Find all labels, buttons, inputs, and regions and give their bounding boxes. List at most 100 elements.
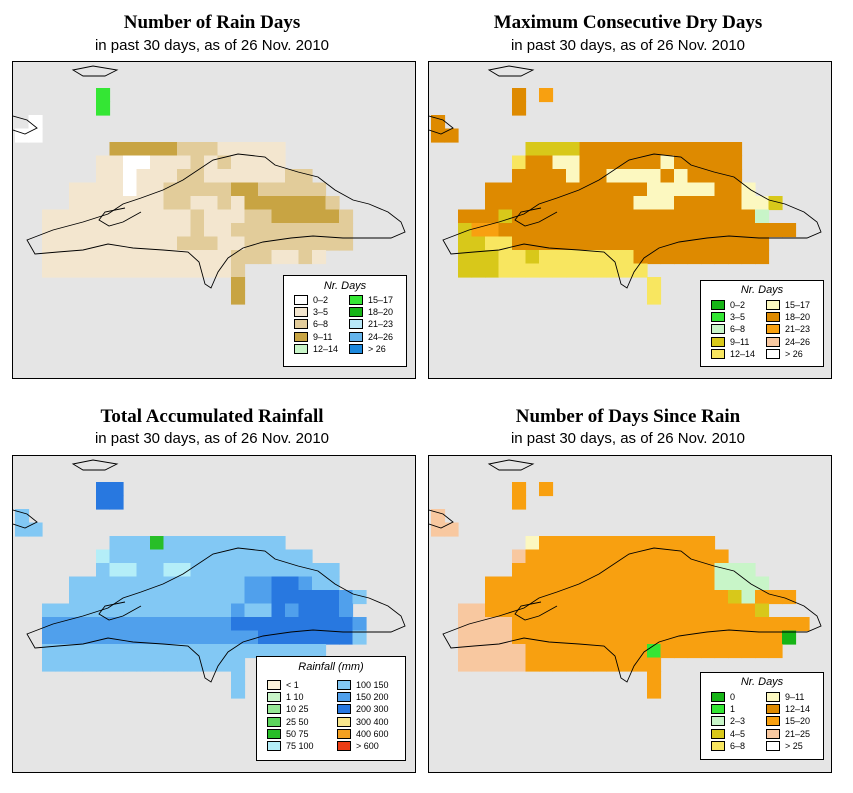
legend-label: 24–26 [368,331,394,342]
grid-cell [298,563,313,578]
grid-cell [633,576,648,591]
grid-cell [701,536,716,551]
grid-cell [579,536,594,551]
grid-cell [606,155,621,170]
grid-cell [687,223,702,238]
grid-cell [471,223,486,238]
grid-cell [177,236,192,251]
grid-cell [606,236,621,251]
grid-cell [471,250,486,265]
grid-cell [579,250,594,265]
grid-cell [190,263,205,278]
grid-cell [339,236,354,251]
grid-cell [606,549,621,564]
grid-cell [55,209,70,224]
grid-cell [485,223,500,238]
grid-cell [485,617,500,632]
grid-cell [204,576,219,591]
grid-cell [271,644,286,659]
grid-cell [244,549,259,564]
grid-cell [312,196,327,211]
grid-cell [539,263,554,278]
grid-cell [136,536,151,551]
grid-cell [55,630,70,645]
grid-cell [69,196,84,211]
grid-cell [339,590,354,605]
grid-cell [271,549,286,564]
grid-cell [69,590,84,605]
grid-cell [741,603,756,618]
grid-cell [109,223,124,238]
grid-cell [204,223,219,238]
legend-swatch [349,307,363,318]
grid-cell [566,223,581,238]
legend-label: < 1 [286,680,299,690]
grid-cell [150,142,165,157]
grid-cell [325,563,340,578]
grid-cell [150,630,165,645]
coastline [98,207,142,227]
grid-cell [136,155,151,170]
grid-cell [431,509,446,524]
grid-cell [231,536,246,551]
chart-subtitle: in past 30 days, as of 26 Nov. 2010 [510,430,746,447]
grid-cell [525,223,540,238]
grid-cell [620,223,635,238]
grid-cell [728,590,743,605]
grid-cell [123,263,138,278]
grid-cell [593,549,608,564]
grid-cell [244,209,259,224]
grid-cell [660,563,675,578]
grid-cell [136,196,151,211]
grid-cell [512,169,527,184]
grid-cell [190,223,205,238]
grid-cell [660,182,675,197]
grid-cell [339,617,354,632]
grid-cell [782,223,797,238]
grid-cell [755,603,770,618]
grid-cell [150,263,165,278]
grid-cell [217,182,232,197]
grid-cell [647,142,662,157]
grid-cell [647,549,662,564]
legend-label: 75 100 [286,741,314,751]
grid-cell [339,223,354,238]
grid-cell [498,644,513,659]
legend-label: 21–25 [785,728,811,739]
grid-cell [539,644,554,659]
grid-cell [82,657,97,672]
grid-cell [552,182,567,197]
grid-cell [566,603,581,618]
legend-label: 150 200 [356,692,389,703]
grid-cell [82,250,97,265]
grid-cell [244,236,259,251]
grid-cell [136,263,151,278]
coastline [514,601,558,621]
grid-cell [714,617,729,632]
grid-cell [593,590,608,605]
grid-cell [782,590,797,605]
grid-cell [231,209,246,224]
grid-cell [498,603,513,618]
legend-swatch [711,692,725,702]
grid-cell [163,644,178,659]
grid-cell [231,263,246,278]
grid-cell [204,209,219,224]
grid-cell [593,617,608,632]
grid-cell [217,142,232,157]
grid-cell [231,182,246,197]
grid-cell [552,223,567,238]
grid-cell [163,250,178,265]
grid-cell [633,209,648,224]
grid-cell [674,196,689,211]
grid-cell [69,209,84,224]
grid-cell [512,236,527,251]
grid-cell [244,603,259,618]
legend-title: Rainfall (mm) [298,661,364,673]
grid-cell [312,603,327,618]
grid-cell [579,236,594,251]
grid-cell [325,617,340,632]
grid-cell [701,563,716,578]
grid-cell [728,563,743,578]
grid-cell [82,196,97,211]
